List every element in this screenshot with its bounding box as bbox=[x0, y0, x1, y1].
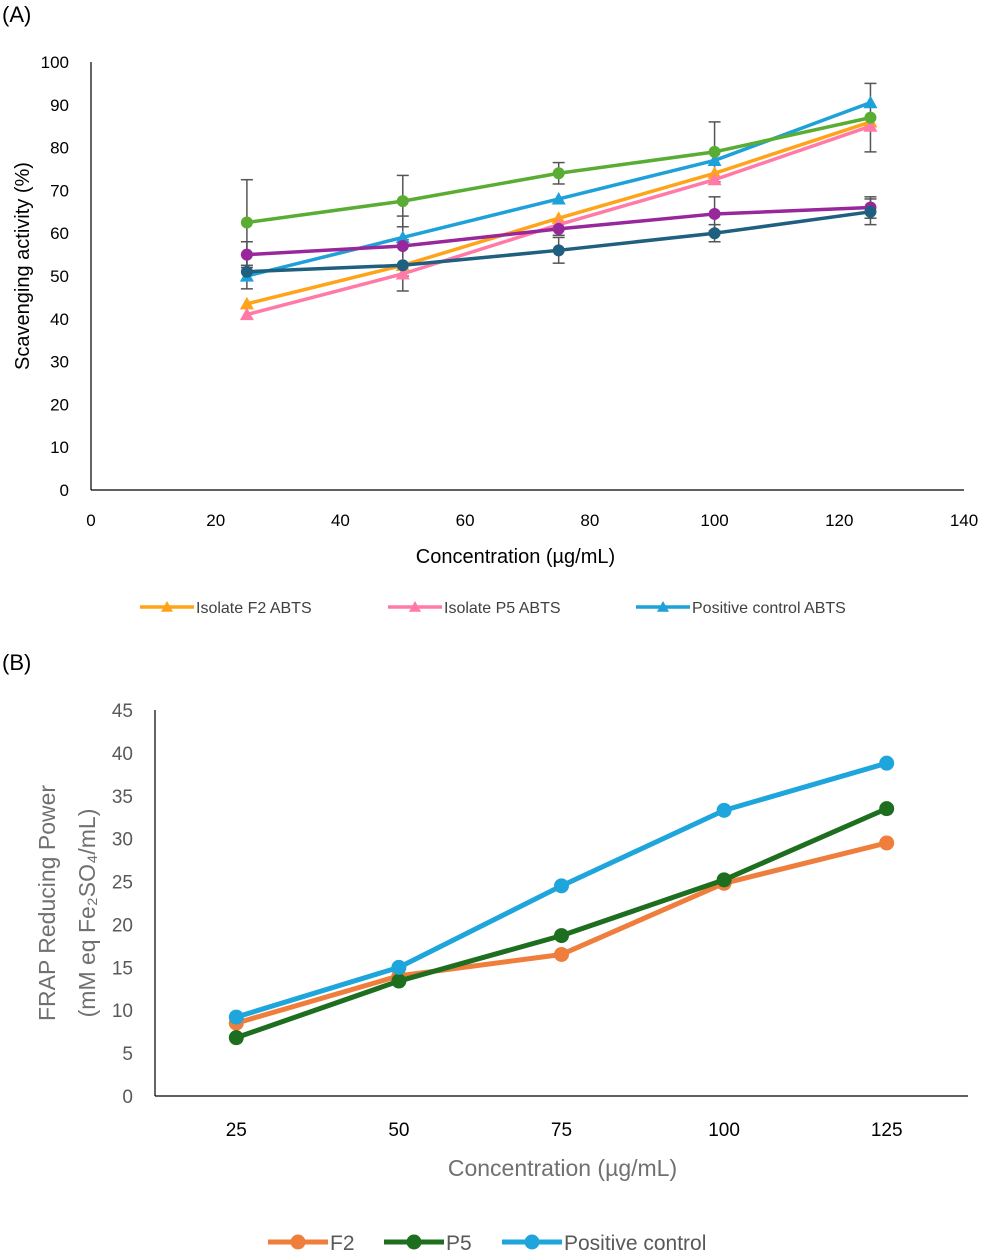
b-legend-marker bbox=[525, 1235, 540, 1250]
b-y-tick-label: 0 bbox=[122, 1087, 133, 1108]
a-legend-label: Positive control ABTS bbox=[692, 600, 846, 617]
b-x-tick-label: 125 bbox=[871, 1120, 903, 1141]
a-data-point-3 bbox=[864, 112, 876, 124]
a-data-point-4 bbox=[397, 240, 409, 252]
a-x-tick-label: 140 bbox=[950, 511, 978, 530]
b-x-tick-label: 50 bbox=[388, 1120, 409, 1141]
a-y-tick-label: 80 bbox=[50, 139, 69, 158]
a-data-point-2 bbox=[863, 96, 877, 109]
b-legend-label: F2 bbox=[330, 1232, 355, 1250]
a-y-tick-label: 60 bbox=[50, 224, 69, 243]
a-legend-label: Isolate P5 ABTS bbox=[444, 600, 561, 617]
b-data-point-2 bbox=[879, 756, 894, 771]
b-legend-label: P5 bbox=[446, 1232, 472, 1250]
a-y-tick-label: 90 bbox=[50, 96, 69, 115]
b-data-point-2 bbox=[229, 1010, 244, 1025]
b-data-point-0 bbox=[879, 835, 894, 850]
a-data-point-5 bbox=[553, 244, 565, 256]
b-y-axis-title-line2: (mM eq Fe₂SO₄/mL) bbox=[74, 809, 100, 1018]
a-data-point-4 bbox=[241, 249, 253, 261]
b-data-point-2 bbox=[391, 960, 406, 975]
a-data-point-5 bbox=[709, 227, 721, 239]
a-x-tick-label: 20 bbox=[206, 511, 225, 530]
b-legend-marker bbox=[291, 1235, 306, 1250]
b-y-tick-label: 25 bbox=[112, 873, 133, 894]
b-x-tick-label: 100 bbox=[708, 1120, 740, 1141]
b-x-tick-label: 75 bbox=[551, 1120, 572, 1141]
a-x-tick-label: 100 bbox=[700, 511, 728, 530]
b-data-point-1 bbox=[879, 801, 894, 816]
b-series-line-1 bbox=[236, 809, 886, 1038]
b-data-point-2 bbox=[554, 878, 569, 893]
a-y-tick-label: 20 bbox=[50, 395, 69, 414]
a-y-tick-label: 40 bbox=[50, 310, 69, 329]
a-data-point-3 bbox=[241, 217, 253, 229]
b-y-tick-label: 30 bbox=[112, 830, 133, 851]
b-y-tick-label: 20 bbox=[112, 915, 133, 936]
a-data-point-5 bbox=[241, 266, 253, 278]
a-y-axis-title: Scavenging activity (%) bbox=[12, 162, 34, 370]
b-y-tick-label: 10 bbox=[112, 1001, 133, 1022]
a-data-point-3 bbox=[397, 195, 409, 207]
b-legend-label: Positive control bbox=[564, 1232, 706, 1250]
a-y-tick-label: 70 bbox=[50, 181, 69, 200]
a-data-point-5 bbox=[864, 206, 876, 218]
a-y-tick-label: 50 bbox=[50, 267, 69, 286]
a-data-point-3 bbox=[553, 167, 565, 179]
a-y-tick-label: 0 bbox=[60, 481, 69, 500]
a-x-axis-title: Concentration (µg/mL) bbox=[416, 546, 615, 568]
a-x-tick-label: 80 bbox=[580, 511, 599, 530]
b-y-tick-label: 5 bbox=[122, 1044, 133, 1065]
a-legend-label: Isolate F2 ABTS bbox=[196, 600, 312, 617]
a-y-tick-label: 10 bbox=[50, 438, 69, 457]
b-data-point-1 bbox=[554, 928, 569, 943]
a-y-tick-label: 30 bbox=[50, 353, 69, 372]
b-data-point-0 bbox=[554, 947, 569, 962]
b-y-tick-label: 15 bbox=[112, 958, 133, 979]
b-data-point-1 bbox=[717, 872, 732, 887]
a-data-point-3 bbox=[709, 146, 721, 158]
a-data-point-5 bbox=[397, 259, 409, 271]
b-data-point-1 bbox=[229, 1030, 244, 1045]
a-x-tick-label: 40 bbox=[331, 511, 350, 530]
a-data-point-4 bbox=[709, 208, 721, 220]
a-x-tick-label: 60 bbox=[456, 511, 475, 530]
b-legend-marker bbox=[407, 1235, 422, 1250]
b-y-axis-title: FRAP Reducing Power bbox=[34, 785, 60, 1021]
b-data-point-1 bbox=[391, 974, 406, 989]
b-x-tick-label: 25 bbox=[226, 1120, 247, 1141]
b-y-tick-label: 40 bbox=[112, 744, 133, 765]
b-y-tick-label: 45 bbox=[112, 701, 133, 722]
a-x-tick-label: 120 bbox=[825, 511, 853, 530]
b-data-point-2 bbox=[717, 803, 732, 818]
a-y-tick-label: 100 bbox=[41, 53, 69, 72]
b-x-axis-title: Concentration (µg/mL) bbox=[448, 1155, 677, 1181]
b-y-tick-label: 35 bbox=[112, 787, 133, 808]
a-data-point-4 bbox=[553, 223, 565, 235]
a-x-tick-label: 0 bbox=[86, 511, 95, 530]
